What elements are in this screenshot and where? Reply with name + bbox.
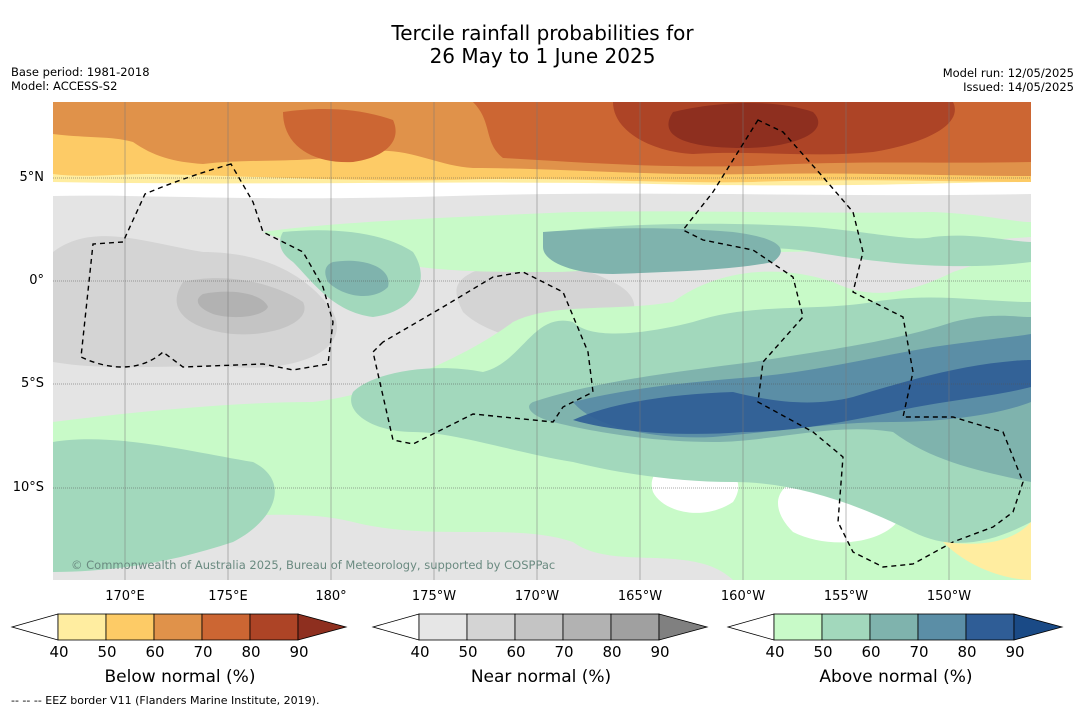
cb2-tick: 70 (909, 643, 929, 661)
cb2-tick: 90 (1005, 643, 1025, 661)
lon-label-170w: 170°W (514, 589, 560, 604)
cb1-tick: 90 (650, 643, 670, 661)
base-period: Base period: 1981-2018 (11, 65, 150, 79)
model-run: Model run: 12/05/2025 (942, 66, 1074, 80)
cb2-tick: 60 (861, 643, 881, 661)
lon-label-155w: 155°W (823, 589, 869, 604)
colorbar-swatch (773, 613, 823, 641)
rainfall-map: © Commonwealth of Australia 2025, Bureau… (53, 102, 1031, 580)
colorbar-swatch (869, 613, 919, 641)
below-normal-90 (668, 102, 819, 148)
issued-date: Issued: 14/05/2025 (963, 80, 1074, 94)
colorbar-swatch (57, 613, 107, 641)
colorbar-swatch (153, 613, 203, 641)
eez-footer-note: -- -- -- EEZ border V11 (Flanders Marine… (11, 694, 320, 707)
cb0-tick: 60 (145, 643, 165, 661)
colorbar-swatch (201, 613, 251, 641)
colorbar-swatch (514, 613, 564, 641)
above-normal-50 (53, 223, 1031, 572)
below-normal-patch-se (943, 522, 1031, 580)
lat-label-0: 0° (29, 273, 44, 288)
colorbar-extend-low (371, 613, 420, 641)
cb2-tick: 80 (957, 643, 977, 661)
colorbar-below-normal (10, 613, 348, 641)
colorbar-extend-low (10, 613, 59, 641)
cb1-tick: 40 (410, 643, 430, 661)
colorbar-title-near: Near normal (%) (470, 667, 612, 687)
above-normal-80 (573, 360, 1031, 434)
colorbar-swatch (466, 613, 516, 641)
cb0-tick: 70 (193, 643, 213, 661)
map-title-line2: 26 May to 1 June 2025 (429, 44, 656, 68)
cb0-tick: 90 (289, 643, 309, 661)
lon-label-180: 180° (315, 589, 347, 604)
colorbar-swatch (249, 613, 299, 641)
cb0-tick: 50 (97, 643, 117, 661)
map-title-line1: Tercile rainfall probabilities for (391, 21, 694, 45)
colorbar-title-below: Below normal (%) (104, 667, 256, 687)
colorbar-extend-low (726, 613, 775, 641)
colorbar-swatch (297, 613, 348, 641)
cb2-tick: 40 (765, 643, 785, 661)
lon-label-175w: 175°W (411, 589, 457, 604)
lat-label-10s: 10°S (12, 480, 44, 495)
cb0-tick: 80 (241, 643, 261, 661)
lon-label-165w: 165°W (617, 589, 663, 604)
colorbar-swatch (1013, 613, 1064, 641)
lon-label-175e: 175°E (208, 589, 248, 604)
cb0-tick: 40 (49, 643, 69, 661)
colorbar-near-normal (371, 613, 709, 641)
lat-label-5n: 5°N (19, 170, 45, 185)
colorbar-title-above: Above normal (%) (819, 667, 973, 687)
copyright-text: © Commonwealth of Australia 2025, Bureau… (71, 558, 555, 572)
lon-label-170e: 170°E (105, 589, 145, 604)
meta-left: Base period: 1981-2018 Model: ACCESS-S2 (11, 65, 150, 93)
cb1-tick: 70 (554, 643, 574, 661)
colorbar-swatch (821, 613, 871, 641)
cb1-tick: 60 (506, 643, 526, 661)
meta-right: Model run: 12/05/2025 Issued: 14/05/2025 (943, 66, 1074, 94)
colorbar-swatch (658, 613, 709, 641)
near-normal-70 (197, 291, 268, 318)
colorbar-swatch (105, 613, 155, 641)
equal-chances-strip (53, 182, 1031, 199)
colorbar-swatch (418, 613, 468, 641)
colorbar-swatch (965, 613, 1015, 641)
cb1-tick: 80 (602, 643, 622, 661)
cb1-tick: 50 (458, 643, 478, 661)
cb2-tick: 50 (813, 643, 833, 661)
lon-label-160w: 160°W (720, 589, 766, 604)
colorbar-swatch (610, 613, 660, 641)
colorbar-swatch (917, 613, 967, 641)
colorbar-above-normal (726, 613, 1064, 641)
lon-label-150w: 150°W (926, 589, 972, 604)
colorbar-swatch (562, 613, 612, 641)
model-name: Model: ACCESS-S2 (11, 79, 118, 93)
eez-borders (80, 119, 1024, 568)
lat-label-5s: 5°S (20, 376, 44, 391)
